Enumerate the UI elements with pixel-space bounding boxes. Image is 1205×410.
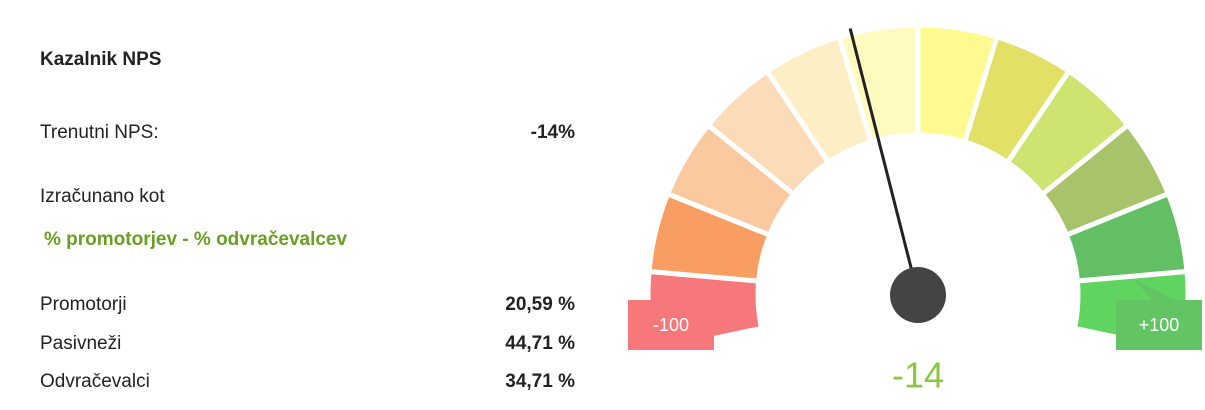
current-value: -14%: [531, 122, 575, 143]
row-value: 44,71 %: [505, 333, 575, 354]
row-label: Odvračevalci: [40, 371, 150, 392]
tick-callout: [628, 278, 714, 350]
needle: [848, 28, 920, 296]
tick-label: +100: [1139, 315, 1180, 335]
current-label: Trenutni NPS:: [40, 122, 159, 143]
formula-label: Izračunano kot: [40, 186, 165, 207]
row-value: 20,59 %: [505, 294, 575, 315]
gauge-value: -14: [892, 355, 944, 396]
tick-label: -100: [653, 315, 689, 335]
row-label: Pasivneži: [40, 333, 121, 354]
formula: % promotorjev - % odvračevalcev: [44, 229, 347, 250]
needle-hub: [890, 267, 946, 323]
row-value: 34,71 %: [505, 371, 575, 392]
tick-callout: [1116, 278, 1202, 350]
row-label: Promotorji: [40, 294, 127, 315]
panel-title: Kazalnik NPS: [40, 49, 161, 70]
